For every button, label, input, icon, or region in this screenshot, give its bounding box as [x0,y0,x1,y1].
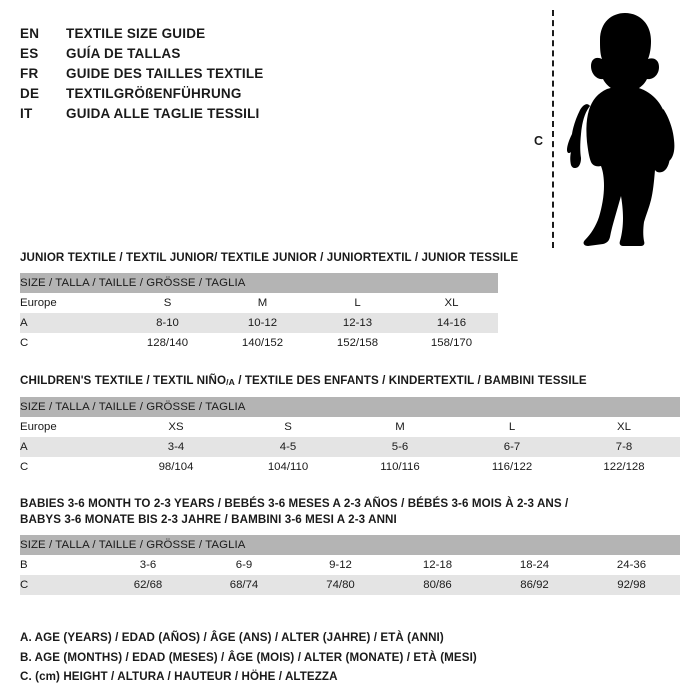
row-label: Europe [20,293,120,313]
row-value: 104/110 [232,457,344,477]
section-junior-textile: JUNIOR TEXTILE / TEXTIL JUNIOR/ TEXTILE … [20,250,518,353]
row-value: 6-9 [196,555,292,575]
row-value: 158/170 [405,333,498,353]
row-value: 92/98 [583,575,680,595]
height-axis-label: C [534,134,544,148]
row-value: 68/74 [196,575,292,595]
row-value: 152/158 [310,333,405,353]
language-code: FR [20,66,39,81]
row-value: XL [568,417,680,437]
legend-line-c: C. (cm) HEIGHT / ALTURA / HAUTEUR / HÖHE… [20,670,338,683]
language-row: ES GUÍA DE TALLAS [20,46,500,66]
language-title: TEXTILGRÖßENFÜHRUNG [66,86,242,101]
legend-line-a: A. AGE (YEARS) / EDAD (AÑOS) / ÂGE (ANS)… [20,631,444,644]
babies-size-table: SIZE / TALLA / TAILLE / GRÖSSE / TAGLIA … [20,535,680,595]
row-value: 9-12 [292,555,389,575]
row-value: XS [120,417,232,437]
row-value: 24-36 [583,555,680,575]
language-row: FR GUIDE DES TAILLES TEXTILE [20,66,500,86]
row-value: 7-8 [568,437,680,457]
row-value: 140/152 [215,333,310,353]
row-label: A [20,437,120,457]
row-value: 6-7 [456,437,568,457]
table-band-header: SIZE / TALLA / TAILLE / GRÖSSE / TAGLIA [20,273,498,293]
legend-list: A. AGE (YEARS) / EDAD (AÑOS) / ÂGE (ANS)… [20,628,477,687]
heading-part-pre: CHILDREN'S TEXTILE / TEXTIL NIÑO [20,374,227,387]
table-row: B 3-6 6-9 9-12 12-18 18-24 24-36 [20,555,680,575]
height-measurement-figure: C [530,6,695,251]
size-band-label: SIZE / TALLA / TAILLE / GRÖSSE / TAGLIA [20,397,680,417]
row-value: 12-13 [310,313,405,333]
section-babies-textile: BABIES 3-6 MONTH TO 2-3 YEARS / BEBÉS 3-… [20,496,680,595]
row-value: XL [405,293,498,313]
size-band-label: SIZE / TALLA / TAILLE / GRÖSSE / TAGLIA [20,273,498,293]
language-title: GUÍA DE TALLAS [66,46,181,61]
row-value: L [456,417,568,437]
heading-part-sub: /A [226,377,235,387]
row-value: S [232,417,344,437]
row-label: A [20,313,120,333]
table-band-header: SIZE / TALLA / TAILLE / GRÖSSE / TAGLIA [20,397,680,417]
section-children-textile: CHILDREN'S TEXTILE / TEXTIL NIÑO/A / TEX… [20,373,680,477]
section-heading-babies-line2: BABYS 3-6 MONATE BIS 2-3 JAHRE / BAMBINI… [20,513,397,526]
language-code: DE [20,86,40,101]
language-title: GUIDE DES TAILLES TEXTILE [66,66,264,81]
table-row: Europe XS S M L XL [20,417,680,437]
language-code: IT [20,106,33,121]
children-size-table: SIZE / TALLA / TAILLE / GRÖSSE / TAGLIA … [20,397,680,477]
row-value: 14-16 [405,313,498,333]
height-dashed-line [552,10,554,248]
row-value: 3-4 [120,437,232,457]
section-heading-children: CHILDREN'S TEXTILE / TEXTIL NIÑO/A / TEX… [20,373,680,390]
table-row: C 62/68 68/74 74/80 80/86 86/92 92/98 [20,575,680,595]
table-row: A 3-4 4-5 5-6 6-7 7-8 [20,437,680,457]
section-heading-junior: JUNIOR TEXTILE / TEXTIL JUNIOR/ TEXTILE … [20,251,519,264]
row-value: 122/128 [568,457,680,477]
row-value: L [310,293,405,313]
row-value: 128/140 [120,333,215,353]
toddler-silhouette-icon [567,13,675,246]
row-value: 74/80 [292,575,389,595]
row-label: C [20,457,120,477]
size-band-label: SIZE / TALLA / TAILLE / GRÖSSE / TAGLIA [20,535,680,555]
row-value: M [215,293,310,313]
language-row: DE TEXTILGRÖßENFÜHRUNG [20,86,500,106]
row-value: 80/86 [389,575,486,595]
table-row: C 98/104 104/110 110/116 116/122 122/128 [20,457,680,477]
row-value: S [120,293,215,313]
language-title-list: EN TEXTILE SIZE GUIDE ES GUÍA DE TALLAS … [20,26,500,126]
row-label: B [20,555,100,575]
row-value: 4-5 [232,437,344,457]
heading-part-post: / TEXTILE DES ENFANTS / KINDERTEXTIL / B… [234,374,587,387]
language-row: EN TEXTILE SIZE GUIDE [20,26,500,46]
row-value: 12-18 [389,555,486,575]
language-title: GUIDA ALLE TAGLIE TESSILI [66,106,260,121]
row-label: Europe [20,417,120,437]
table-row: Europe S M L XL [20,293,498,313]
row-value: 110/116 [344,457,456,477]
row-value: 98/104 [120,457,232,477]
row-value: 116/122 [456,457,568,477]
row-value: 10-12 [215,313,310,333]
row-value: 8-10 [120,313,215,333]
legend-line-b: B. AGE (MONTHS) / EDAD (MESES) / ÂGE (MO… [20,650,477,664]
row-value: 18-24 [486,555,583,575]
section-heading-babies-line1: BABIES 3-6 MONTH TO 2-3 YEARS / BEBÉS 3-… [20,497,569,510]
row-value: 62/68 [100,575,196,595]
row-value: 3-6 [100,555,196,575]
row-value: 5-6 [344,437,456,457]
row-label: C [20,333,120,353]
language-code: ES [20,46,39,61]
row-value: 86/92 [486,575,583,595]
language-row: IT GUIDA ALLE TAGLIE TESSILI [20,106,500,126]
row-value: M [344,417,456,437]
table-band-header: SIZE / TALLA / TAILLE / GRÖSSE / TAGLIA [20,535,680,555]
row-label: C [20,575,100,595]
table-row: C 128/140 140/152 152/158 158/170 [20,333,498,353]
junior-size-table: SIZE / TALLA / TAILLE / GRÖSSE / TAGLIA … [20,273,498,353]
language-code: EN [20,26,40,41]
table-row: A 8-10 10-12 12-13 14-16 [20,313,498,333]
language-title: TEXTILE SIZE GUIDE [66,26,206,41]
